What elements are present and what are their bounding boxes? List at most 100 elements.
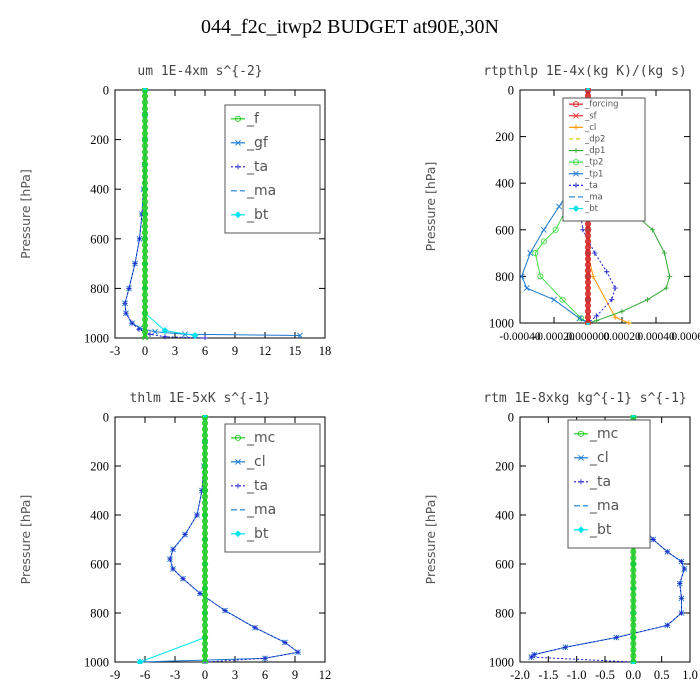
y-tick-label: 600 (495, 558, 514, 572)
data-point (201, 554, 209, 561)
data-point (604, 269, 610, 275)
x-tick-label: 12 (259, 344, 272, 358)
data-point (540, 226, 547, 233)
legend-entry: _ta (246, 478, 268, 494)
legend-marker (578, 454, 584, 461)
data-point (584, 232, 592, 239)
x-tick-label: 6 (202, 344, 208, 358)
data-point (630, 560, 637, 568)
data-point (613, 634, 619, 641)
data-point (630, 628, 637, 635)
legend-entry: _bt (589, 522, 612, 538)
data-point (559, 296, 566, 303)
legend-marker (234, 115, 242, 122)
data-point (532, 250, 539, 257)
x-tick-label: 1.0 (682, 668, 698, 682)
data-point (201, 603, 209, 610)
y-tick-label: 800 (495, 270, 514, 284)
data-point (136, 236, 143, 242)
x-tick-label: 3 (232, 668, 238, 682)
chart-panel-thlm: thlm 1E-5xK s^{-1} Pressure [hPa] 0 200 400 6… (18, 391, 331, 682)
y-tick-label: 0 (508, 411, 514, 425)
chart-title: rtpthlp 1E-4x(kg K)/(kg s) (483, 64, 687, 79)
chart-panel-rtpthlp: rtpthlp 1E-4x(kg K)/(kg s) Pressure [hPa]… (423, 64, 700, 343)
y-tick-label: 800 (495, 607, 514, 621)
series-line-bt (139, 417, 206, 663)
data-point (141, 285, 149, 292)
data-point (201, 530, 209, 537)
data-point (650, 536, 656, 543)
data-point (141, 266, 149, 273)
data-point (584, 226, 592, 233)
data-point (122, 300, 128, 306)
data-point (141, 186, 149, 193)
y-tick-label: 400 (90, 183, 109, 197)
legend-entry: _bt (584, 204, 599, 214)
data-point (584, 273, 592, 280)
legend-marker (573, 112, 579, 119)
data-point (201, 573, 209, 580)
data-point (678, 595, 685, 601)
data-point (619, 308, 625, 314)
data-point (201, 640, 209, 647)
legend-marker (572, 159, 580, 166)
x-tick-label: 0 (142, 344, 148, 358)
legend-marker (234, 434, 242, 441)
data-point (201, 609, 209, 617)
data-point (630, 548, 637, 555)
y-tick-label: 400 (495, 177, 514, 191)
data-point (664, 549, 670, 555)
chart-title: thlm 1E-5xK s^{-1} (130, 391, 271, 406)
data-point (201, 511, 209, 519)
data-point (556, 203, 563, 210)
legend-entry: _cl (246, 454, 266, 470)
legend-entry: _ta (246, 159, 268, 175)
x-tick-label: -3 (110, 344, 120, 358)
data-point (202, 335, 208, 340)
legend: _forcing_sf _cl _dp2_dp1 _tp2_tp1 _ta _ma_bt (562, 97, 646, 222)
legend-entry: _cl (589, 450, 609, 466)
data-point (576, 315, 583, 322)
legend-marker (234, 530, 242, 538)
x-tick-label: -0.00020 (533, 331, 574, 343)
data-point (584, 267, 592, 274)
x-tick-label: 0.5 (654, 668, 670, 682)
legend-marker (572, 205, 580, 212)
y-tick-label: 200 (495, 460, 514, 474)
data-point (664, 622, 670, 628)
data-point (630, 646, 637, 653)
data-point (201, 579, 209, 586)
data-point (630, 616, 637, 623)
legend-marker (578, 479, 584, 485)
legend-marker (235, 458, 241, 465)
data-point (201, 585, 209, 592)
data-point (136, 326, 142, 332)
legend-marker (235, 139, 241, 146)
data-point (201, 493, 209, 500)
legend-marker (573, 124, 579, 130)
data-point (141, 148, 149, 156)
data-point (126, 285, 132, 291)
data-point (630, 603, 637, 610)
series-group (136, 415, 301, 664)
data-point (141, 173, 149, 180)
data-point (141, 217, 149, 224)
data-point (167, 556, 173, 562)
y-axis-label: Pressure [hPa] (423, 162, 438, 252)
data-point (170, 566, 176, 572)
data-point (584, 279, 592, 286)
data-point (141, 99, 149, 106)
data-point (584, 250, 592, 257)
legend-marker (235, 164, 241, 170)
data-point (201, 444, 209, 451)
legend: _f _gf _ta _ma _bt (224, 104, 321, 234)
data-point (141, 142, 149, 149)
data-point (201, 591, 209, 598)
x-tick-label: -0.5 (595, 668, 615, 682)
data-point (141, 248, 149, 255)
legend-entry: _bt (246, 207, 269, 223)
legend-entry: _ma (584, 193, 603, 203)
data-point (252, 625, 258, 631)
legend-entry: _mc (589, 426, 618, 442)
x-tick-label: -9 (110, 668, 120, 682)
